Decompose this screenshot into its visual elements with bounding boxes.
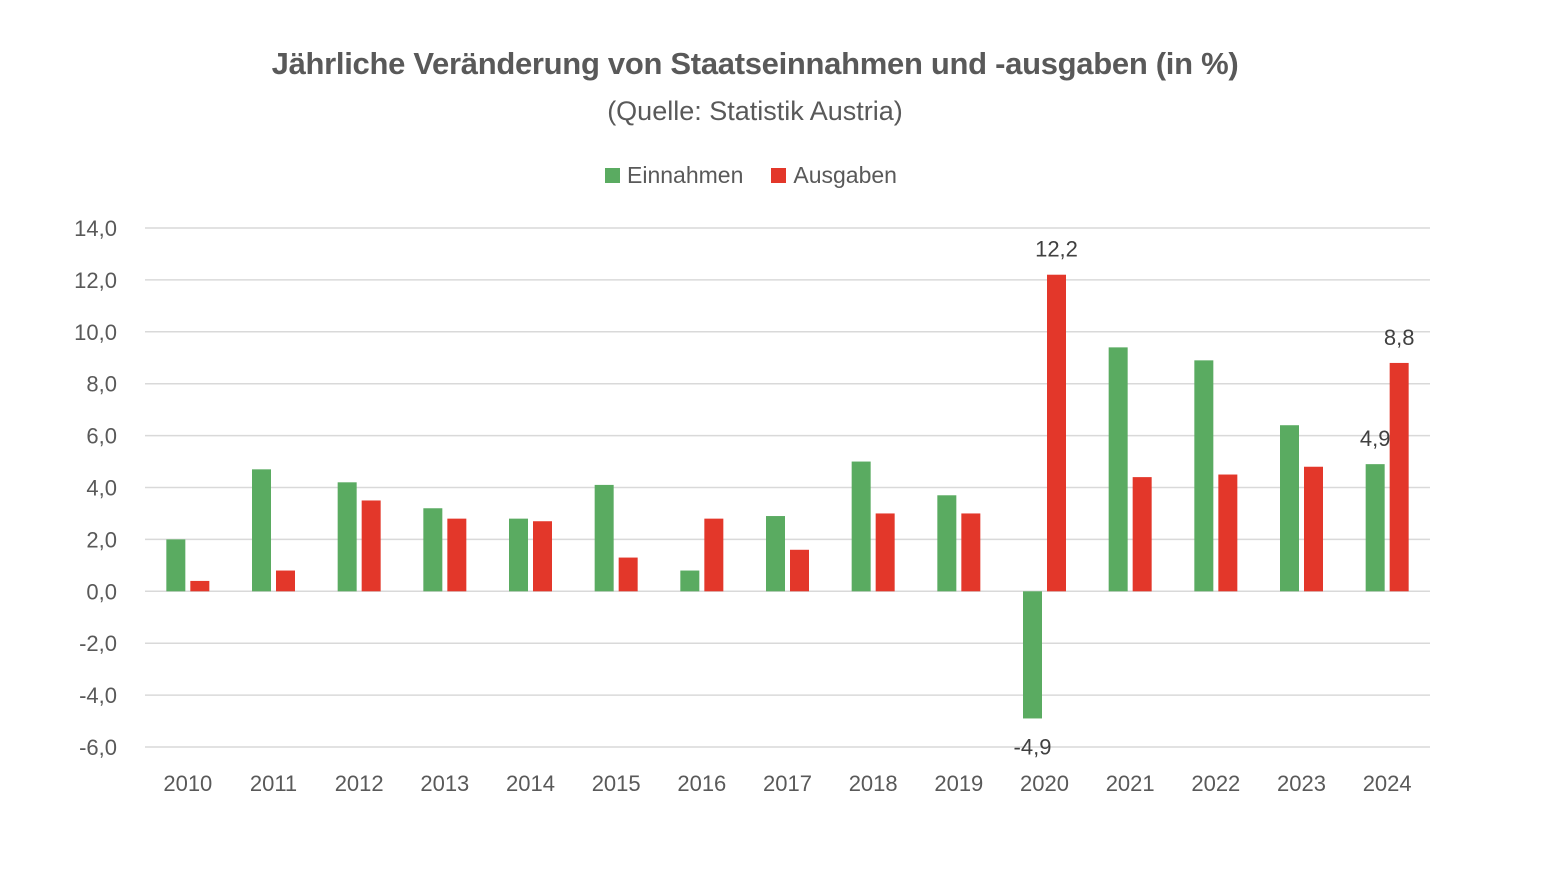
x-tick-label: 2019 [934, 771, 983, 796]
x-tick-label: 2014 [506, 771, 555, 796]
y-tick-label: -6,0 [79, 735, 117, 760]
bar-ausgaben-2015 [618, 557, 638, 592]
legend: Einnahmen Ausgaben [605, 160, 925, 190]
x-tick-label: 2010 [163, 771, 212, 796]
y-tick-label: 8,0 [86, 372, 117, 397]
y-tick-label: 12,0 [74, 268, 117, 293]
x-tick-label: 2011 [250, 771, 297, 796]
y-tick-label: -4,0 [79, 683, 117, 708]
bar-einnahmen-2022 [1194, 360, 1214, 592]
legend-item-einnahmen: Einnahmen [605, 162, 743, 189]
bar-ausgaben-2024 [1389, 362, 1409, 592]
x-tick-label: 2017 [763, 771, 812, 796]
data-label: -4,9 [1014, 734, 1052, 759]
legend-swatch-ausgaben [771, 167, 787, 183]
y-tick-label: 2,0 [86, 527, 117, 552]
chart-title: Jährliche Veränderung von Staatseinnahme… [271, 46, 1239, 81]
bar-einnahmen-2013 [423, 508, 443, 592]
bar-einnahmen-2011 [252, 469, 271, 592]
y-tick-label: 10,0 [74, 320, 117, 345]
x-tick-label: 2024 [1363, 771, 1412, 796]
legend-label-ausgaben: Ausgaben [793, 161, 897, 188]
data-label: 8,8 [1384, 325, 1415, 350]
bar-einnahmen-2023 [1280, 425, 1299, 592]
x-tick-label: 2022 [1191, 771, 1240, 796]
x-tick-label: 2023 [1277, 771, 1326, 796]
x-tick-label: 2020 [1020, 771, 1069, 796]
data-label: 4,9 [1360, 426, 1391, 451]
bar-ausgaben-2017 [790, 549, 809, 592]
bar-einnahmen-2020 [1023, 591, 1042, 719]
bar-ausgaben-2016 [704, 518, 724, 592]
bar-einnahmen-2012 [337, 482, 357, 592]
bar-ausgaben-2010 [190, 580, 210, 592]
bar-ausgaben-2012 [361, 500, 381, 592]
bar-ausgaben-2020 [1047, 274, 1066, 592]
x-tick-label: 2013 [420, 771, 469, 796]
bar-ausgaben-2013 [447, 518, 467, 592]
bar-einnahmen-2014 [509, 518, 528, 592]
x-tick-label: 2015 [592, 771, 641, 796]
data-label: 12,2 [1035, 237, 1078, 262]
bar-ausgaben-2023 [1304, 466, 1323, 592]
bars [166, 274, 1409, 719]
bar-ausgaben-2022 [1218, 474, 1238, 592]
bar-einnahmen-2015 [594, 484, 614, 592]
bar-ausgaben-2018 [875, 513, 895, 592]
y-axis-ticks: 14,0 12,0 10,0 8,0 6,0 4,0 2,0 0,0 -2,0 -4,0 -6,0 [74, 216, 117, 760]
bar-ausgaben-2014 [533, 521, 552, 592]
y-tick-label: 6,0 [86, 424, 117, 449]
legend-label-einnahmen: Einnahmen [627, 161, 744, 188]
bar-einnahmen-2024 [1365, 464, 1385, 592]
bar-ausgaben-2019 [961, 513, 981, 592]
gridlines [145, 227, 1430, 748]
y-tick-label: 14,0 [74, 216, 117, 241]
bar-einnahmen-2018 [851, 461, 871, 592]
bar-einnahmen-2010 [166, 539, 186, 592]
x-tick-label: 2012 [335, 771, 384, 796]
chart-subtitle: (Quelle: Statistik Austria) [607, 96, 903, 126]
x-tick-label: 2016 [677, 771, 726, 796]
x-tick-label: 2021 [1106, 771, 1155, 796]
bar-einnahmen-2021 [1108, 347, 1128, 592]
data-labels: -4,9 12,2 4,9 8,8 [1014, 237, 1415, 760]
legend-swatch-einnahmen [605, 167, 620, 183]
x-axis-ticks: 2010 2011 2012 2013 2014 2015 2016 2017 2018 2019… [163, 771, 1411, 796]
y-tick-label: 4,0 [86, 476, 117, 501]
y-tick-label: 0,0 [86, 579, 117, 604]
bar-einnahmen-2016 [680, 570, 700, 592]
bar-ausgaben-2011 [276, 570, 295, 592]
bar-einnahmen-2019 [937, 495, 957, 592]
bar-einnahmen-2017 [766, 516, 785, 592]
bar-ausgaben-2021 [1132, 477, 1152, 592]
x-tick-label: 2018 [849, 771, 898, 796]
y-tick-label: -2,0 [79, 631, 117, 656]
legend-item-ausgaben: Ausgaben [771, 162, 897, 189]
